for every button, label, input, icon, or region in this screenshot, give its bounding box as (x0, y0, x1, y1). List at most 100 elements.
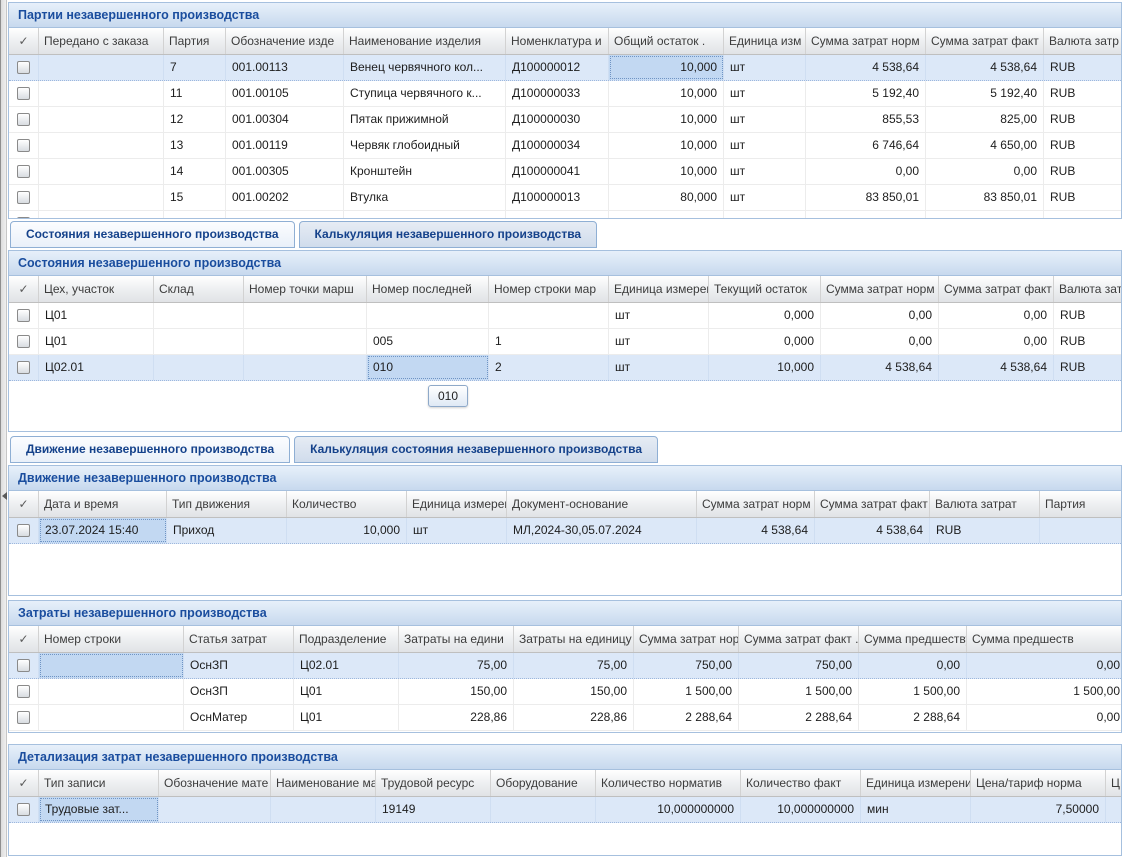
table-row[interactable]: 21001.00401Крепление фланцевоеД100000019… (9, 211, 1121, 218)
cell[interactable] (39, 81, 164, 106)
cell[interactable]: 0,00 (859, 653, 967, 678)
cell[interactable]: Кронштейн (344, 159, 506, 184)
cell[interactable]: мин (861, 797, 971, 822)
cell[interactable]: 150,00 (514, 679, 634, 704)
cell[interactable]: шт (407, 518, 507, 543)
column-header[interactable]: Единица измерени (861, 770, 971, 796)
cell[interactable]: 001.00202 (226, 185, 344, 210)
cell[interactable]: Ступица червячного к... (344, 81, 506, 106)
table-row[interactable]: ОснМатер Ц01 228,86 228,86 2 288,64 2 288,64 2… (9, 705, 1121, 731)
column-header[interactable]: Ц (1106, 770, 1121, 796)
tab-0-0[interactable]: Состояния незавершенного производства (10, 221, 295, 248)
column-header[interactable]: Сумма затрат норм (697, 491, 815, 517)
cell[interactable]: 1 500,00 (967, 679, 1121, 704)
cell[interactable]: шт (724, 211, 806, 218)
row-checkbox[interactable] (17, 659, 30, 672)
checkbox-cell[interactable] (9, 185, 39, 210)
cell[interactable]: 10,000 (609, 159, 724, 184)
column-header[interactable]: Текущий остаток (709, 276, 821, 302)
table-row[interactable]: Трудовые зат... 19149 10,000000000 10,00000… (9, 797, 1121, 823)
cell[interactable]: 001.00119 (226, 133, 344, 158)
cell[interactable]: 10,000 (287, 518, 407, 543)
cell[interactable]: Д100000034 (506, 133, 609, 158)
cell[interactable]: 0,000 (709, 303, 821, 328)
cell[interactable]: Д100000041 (506, 159, 609, 184)
cell[interactable]: 2 288,64 (739, 705, 859, 730)
cell[interactable]: 2 288,64 (859, 705, 967, 730)
table-row[interactable]: 12 001.00304 Пятак прижимной Д100000030 10,0… (9, 107, 1121, 133)
cell[interactable]: 2 948,00 (806, 211, 926, 218)
row-checkbox[interactable] (17, 335, 30, 348)
row-checkbox[interactable] (17, 191, 30, 204)
column-header[interactable]: Количество норматив (596, 770, 741, 796)
table-row[interactable]: 14 001.00305 Кронштейн Д100000041 10,000 шт 0,… (9, 159, 1121, 185)
cell[interactable]: RUB (1054, 329, 1121, 354)
cell[interactable]: 0,00 (926, 159, 1044, 184)
column-header[interactable]: Количество факт (741, 770, 861, 796)
checkbox-cell[interactable] (9, 679, 39, 704)
cell[interactable]: 001.00305 (226, 159, 344, 184)
column-header[interactable]: Партия (1040, 491, 1121, 517)
cell[interactable] (154, 303, 244, 328)
column-header[interactable]: Наименование изделия (344, 28, 506, 54)
cell[interactable] (489, 303, 609, 328)
cell[interactable]: 83 850,01 (806, 185, 926, 210)
cell[interactable]: 1 500,00 (739, 679, 859, 704)
table-row[interactable]: Ц02.01 010 2 шт 10,000 4 538,64 4 538,64 RUB (9, 355, 1121, 381)
cell[interactable]: 855,53 (806, 107, 926, 132)
cell[interactable]: 6 746,64 (806, 133, 926, 158)
column-header[interactable]: Количество (287, 491, 407, 517)
column-header[interactable]: Номер строки мар (489, 276, 609, 302)
cell[interactable]: 2 (489, 355, 609, 380)
row-checkbox[interactable] (17, 803, 30, 816)
column-header[interactable]: Наименование мат (271, 770, 376, 796)
cell[interactable]: 5 192,40 (926, 81, 1044, 106)
cell[interactable]: Д100000030 (506, 107, 609, 132)
column-header[interactable]: Склад (154, 276, 244, 302)
select-all-header[interactable]: ✓ (9, 276, 39, 302)
cell[interactable] (271, 797, 376, 822)
cell[interactable]: шт (724, 55, 806, 80)
cell[interactable]: Приход (167, 518, 287, 543)
cell[interactable]: 001.00401 (226, 211, 344, 218)
cell[interactable] (244, 329, 367, 354)
cell[interactable]: RUB (1044, 81, 1121, 106)
checkbox-cell[interactable] (9, 797, 39, 822)
cell[interactable]: 001.00113 (226, 55, 344, 80)
checkbox-cell[interactable] (9, 81, 39, 106)
column-header[interactable]: Цех, участок (39, 276, 154, 302)
tab-1-0[interactable]: Движение незавершенного производства (10, 436, 291, 463)
column-header[interactable]: Сумма затрат норм (634, 626, 739, 652)
cell[interactable] (39, 679, 184, 704)
cell[interactable]: Крепление фланцевое (344, 211, 506, 218)
cell[interactable]: RUB (1044, 211, 1121, 218)
table-row[interactable]: 11 001.00105 Ступица червячного к... Д10000… (9, 81, 1121, 107)
column-header[interactable]: Номер точки марш (244, 276, 367, 302)
cell[interactable] (39, 159, 164, 184)
table-row[interactable]: Ц01 005 1 шт 0,000 0,00 0,00 RUB (9, 329, 1121, 355)
cell[interactable]: 4 538,64 (926, 55, 1044, 80)
cell[interactable]: 7 (164, 55, 226, 80)
cell[interactable]: 10,000000000 (596, 797, 741, 822)
cell[interactable] (39, 55, 164, 80)
row-checkbox[interactable] (17, 139, 30, 152)
cell[interactable]: 23.07.2024 15:40 (39, 518, 167, 543)
cell[interactable] (39, 185, 164, 210)
cell[interactable]: 0,000 (709, 329, 821, 354)
checkbox-cell[interactable] (9, 159, 39, 184)
cell[interactable] (1106, 797, 1121, 822)
cell[interactable]: 10,000 (609, 81, 724, 106)
cell[interactable]: RUB (1044, 133, 1121, 158)
checkbox-cell[interactable] (9, 653, 39, 678)
cell[interactable]: 750,00 (739, 653, 859, 678)
table-row[interactable]: Ц01 шт 0,000 0,00 0,00 RUB (9, 303, 1121, 329)
cell[interactable]: 4 538,64 (939, 355, 1054, 380)
row-checkbox[interactable] (17, 61, 30, 74)
column-header[interactable]: Единица изм (724, 28, 806, 54)
column-header[interactable]: Цена/тариф норма (971, 770, 1106, 796)
row-checkbox[interactable] (17, 711, 30, 724)
column-header[interactable]: Единица измерени (407, 491, 507, 517)
cell[interactable]: RUB (1044, 107, 1121, 132)
column-header[interactable]: Валюта затр (1044, 28, 1121, 54)
cell[interactable]: 010 (367, 355, 489, 380)
